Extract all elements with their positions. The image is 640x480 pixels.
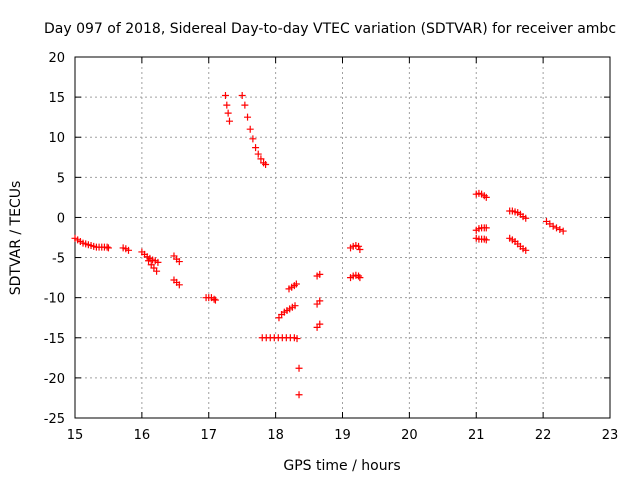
data-point: [257, 155, 265, 163]
data-points: [71, 92, 567, 399]
data-point: [482, 236, 490, 244]
x-tick-label: 19: [334, 428, 351, 443]
data-point: [556, 225, 564, 233]
data-point: [238, 92, 246, 100]
data-point: [356, 246, 364, 254]
data-point: [254, 150, 262, 158]
data-point: [153, 267, 161, 275]
data-point: [244, 113, 252, 121]
x-tick-label: 20: [401, 428, 418, 443]
data-point: [210, 295, 218, 303]
data-point: [175, 258, 183, 266]
data-point: [355, 272, 363, 280]
x-tick-labels: 15 16 17 18 19 20 21 22 23: [67, 428, 619, 443]
y-tick-label: -10: [44, 292, 65, 307]
x-tick-label: 23: [602, 428, 619, 443]
data-point: [224, 109, 232, 117]
data-point: [262, 160, 270, 168]
y-tick-label: -5: [52, 252, 65, 267]
y-tick-label: 0: [57, 211, 65, 226]
data-point: [295, 391, 303, 399]
data-point: [355, 242, 363, 250]
data-point: [104, 244, 112, 252]
y-tick-label: -20: [44, 372, 65, 387]
data-point: [246, 125, 254, 133]
data-point: [316, 297, 324, 305]
data-point: [225, 117, 233, 125]
data-point: [293, 335, 301, 343]
data-point: [154, 258, 162, 266]
data-point: [292, 280, 300, 288]
data-point: [356, 274, 364, 282]
data-point: [549, 222, 557, 230]
x-tick-label: 16: [134, 428, 151, 443]
data-point: [145, 257, 153, 265]
y-tick-label: 20: [48, 51, 65, 66]
data-point: [482, 193, 490, 201]
data-point: [482, 224, 490, 232]
x-tick-label: 15: [67, 428, 84, 443]
data-point: [252, 144, 260, 152]
data-point: [223, 101, 231, 109]
x-tick-label: 17: [200, 428, 217, 443]
grid: [75, 57, 610, 418]
y-tick-label: 5: [57, 171, 65, 186]
x-tick-label: 22: [535, 428, 552, 443]
data-point: [211, 296, 219, 304]
x-axis-title: GPS time / hours: [283, 458, 400, 474]
chart-title: Day 097 of 2018, Sidereal Day-to-day VTE…: [44, 21, 616, 37]
data-point: [221, 92, 229, 100]
y-tick-label: 15: [48, 91, 65, 106]
data-point: [291, 302, 299, 310]
y-tick-label: 10: [48, 131, 65, 146]
data-point: [103, 243, 111, 251]
y-tick-label: -15: [44, 332, 65, 347]
x-tick-label: 18: [267, 428, 284, 443]
x-tick-label: 21: [468, 428, 485, 443]
data-point: [522, 246, 530, 254]
data-point: [295, 364, 303, 372]
data-point: [553, 224, 560, 232]
data-point: [316, 320, 324, 328]
data-point: [522, 214, 530, 222]
data-point: [249, 135, 257, 143]
data-point: [559, 227, 567, 235]
y-axis-title: SDTVAR / TECUs: [8, 181, 24, 296]
data-point: [175, 281, 183, 289]
data-point: [316, 270, 324, 278]
data-point: [241, 101, 249, 109]
data-point: [125, 246, 132, 254]
y-tick-label: -25: [44, 412, 65, 427]
y-tick-labels: -25 -20 -15 -10 -5 0 5 10 15 20: [44, 51, 65, 427]
